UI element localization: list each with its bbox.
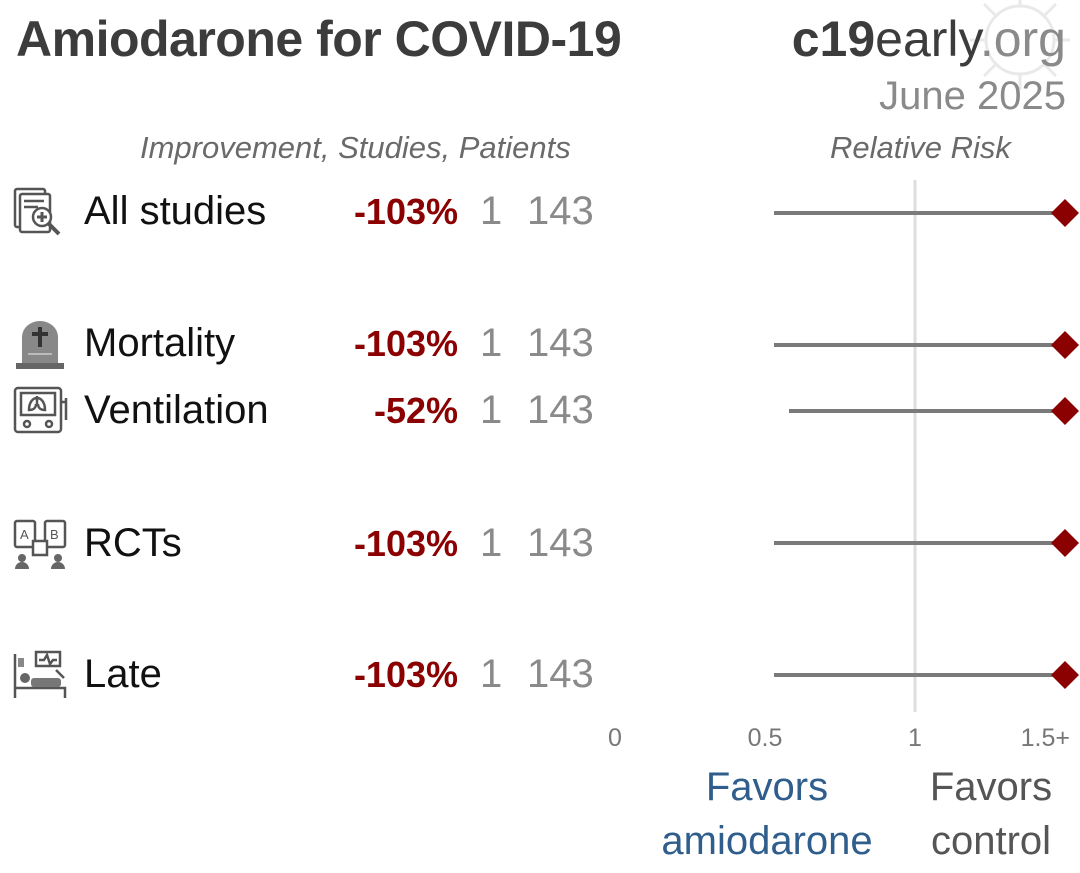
studies-count: 1 [480,388,503,432]
x-tick-label: 1 [908,724,922,752]
improvement-value: -103% [353,523,458,564]
point-estimate-mortality [1051,331,1079,359]
improvement-value: -52% [373,390,458,431]
x-tick-label: 0 [608,724,622,752]
favors-left-line1: Favors [705,765,829,809]
studies-count: 1 [480,652,503,696]
brand-part-1: c19 [791,11,876,67]
x-tick-label: 1.5+ [1021,724,1070,752]
studies-count: 1 [480,521,503,565]
right-column-header: Relative Risk [830,130,1011,165]
improvement-value: -103% [353,323,458,364]
point-estimate-all-studies [1051,199,1079,227]
tombstone-icon [16,321,64,369]
row-label: Ventilation [84,388,269,432]
favors-control-label: Favors control [906,760,1076,868]
studies-count: 1 [480,189,503,233]
point-estimate-late [1051,661,1079,689]
ab-trial-icon: A B [13,519,67,569]
brand-part-3: .org [979,11,1066,67]
patients-count: 143 [527,388,594,432]
document-search-icon [13,187,61,236]
virus-watermark-icon [970,0,1070,90]
x-tick-label: 0.5 [748,724,783,752]
favors-left-line2: amiodarone [661,819,873,863]
row-ventilation: Ventilation -52% 1 143 [0,381,1080,441]
patients-count: 143 [527,652,594,696]
hospital-bed-icon [13,650,67,698]
row-label: All studies [84,189,267,233]
favors-right-line2: control [930,819,1052,863]
point-estimate-rcts [1051,529,1079,557]
patients-count: 143 [527,189,594,233]
ventilator-lungs-icon [13,386,68,434]
row-late: Late -103% 1 143 [0,645,1080,705]
favors-treatment-label: Favors amiodarone [648,760,886,868]
row-all-studies: All studies -103% 1 143 [0,182,1080,242]
svg-text:A: A [20,527,29,542]
x-axis-ticks: 0 0.5 1 1.5+ [608,724,1070,752]
row-label: Late [84,652,162,696]
patients-count: 143 [527,321,594,365]
point-estimate-ventilation [1051,397,1079,425]
confidence-intervals [774,199,1079,689]
left-column-header: Improvement, Studies, Patients [140,130,571,165]
row-label: RCTs [84,521,182,565]
publication-date: June 2025 [879,74,1066,118]
row-rcts: A B RCTs -103% 1 143 [0,514,1080,574]
brand-logo[interactable]: c19early.org [792,10,1066,68]
chart-title: Amiodarone for COVID-19 [16,11,622,67]
improvement-value: -103% [353,191,458,232]
studies-count: 1 [480,321,503,365]
row-label: Mortality [84,321,236,365]
row-mortality: Mortality -103% 1 143 [0,314,1080,374]
favors-right-line1: Favors [929,765,1053,809]
svg-text:B: B [50,527,59,542]
patients-count: 143 [527,521,594,565]
brand-part-2: early [875,11,980,67]
improvement-value: -103% [353,654,458,695]
